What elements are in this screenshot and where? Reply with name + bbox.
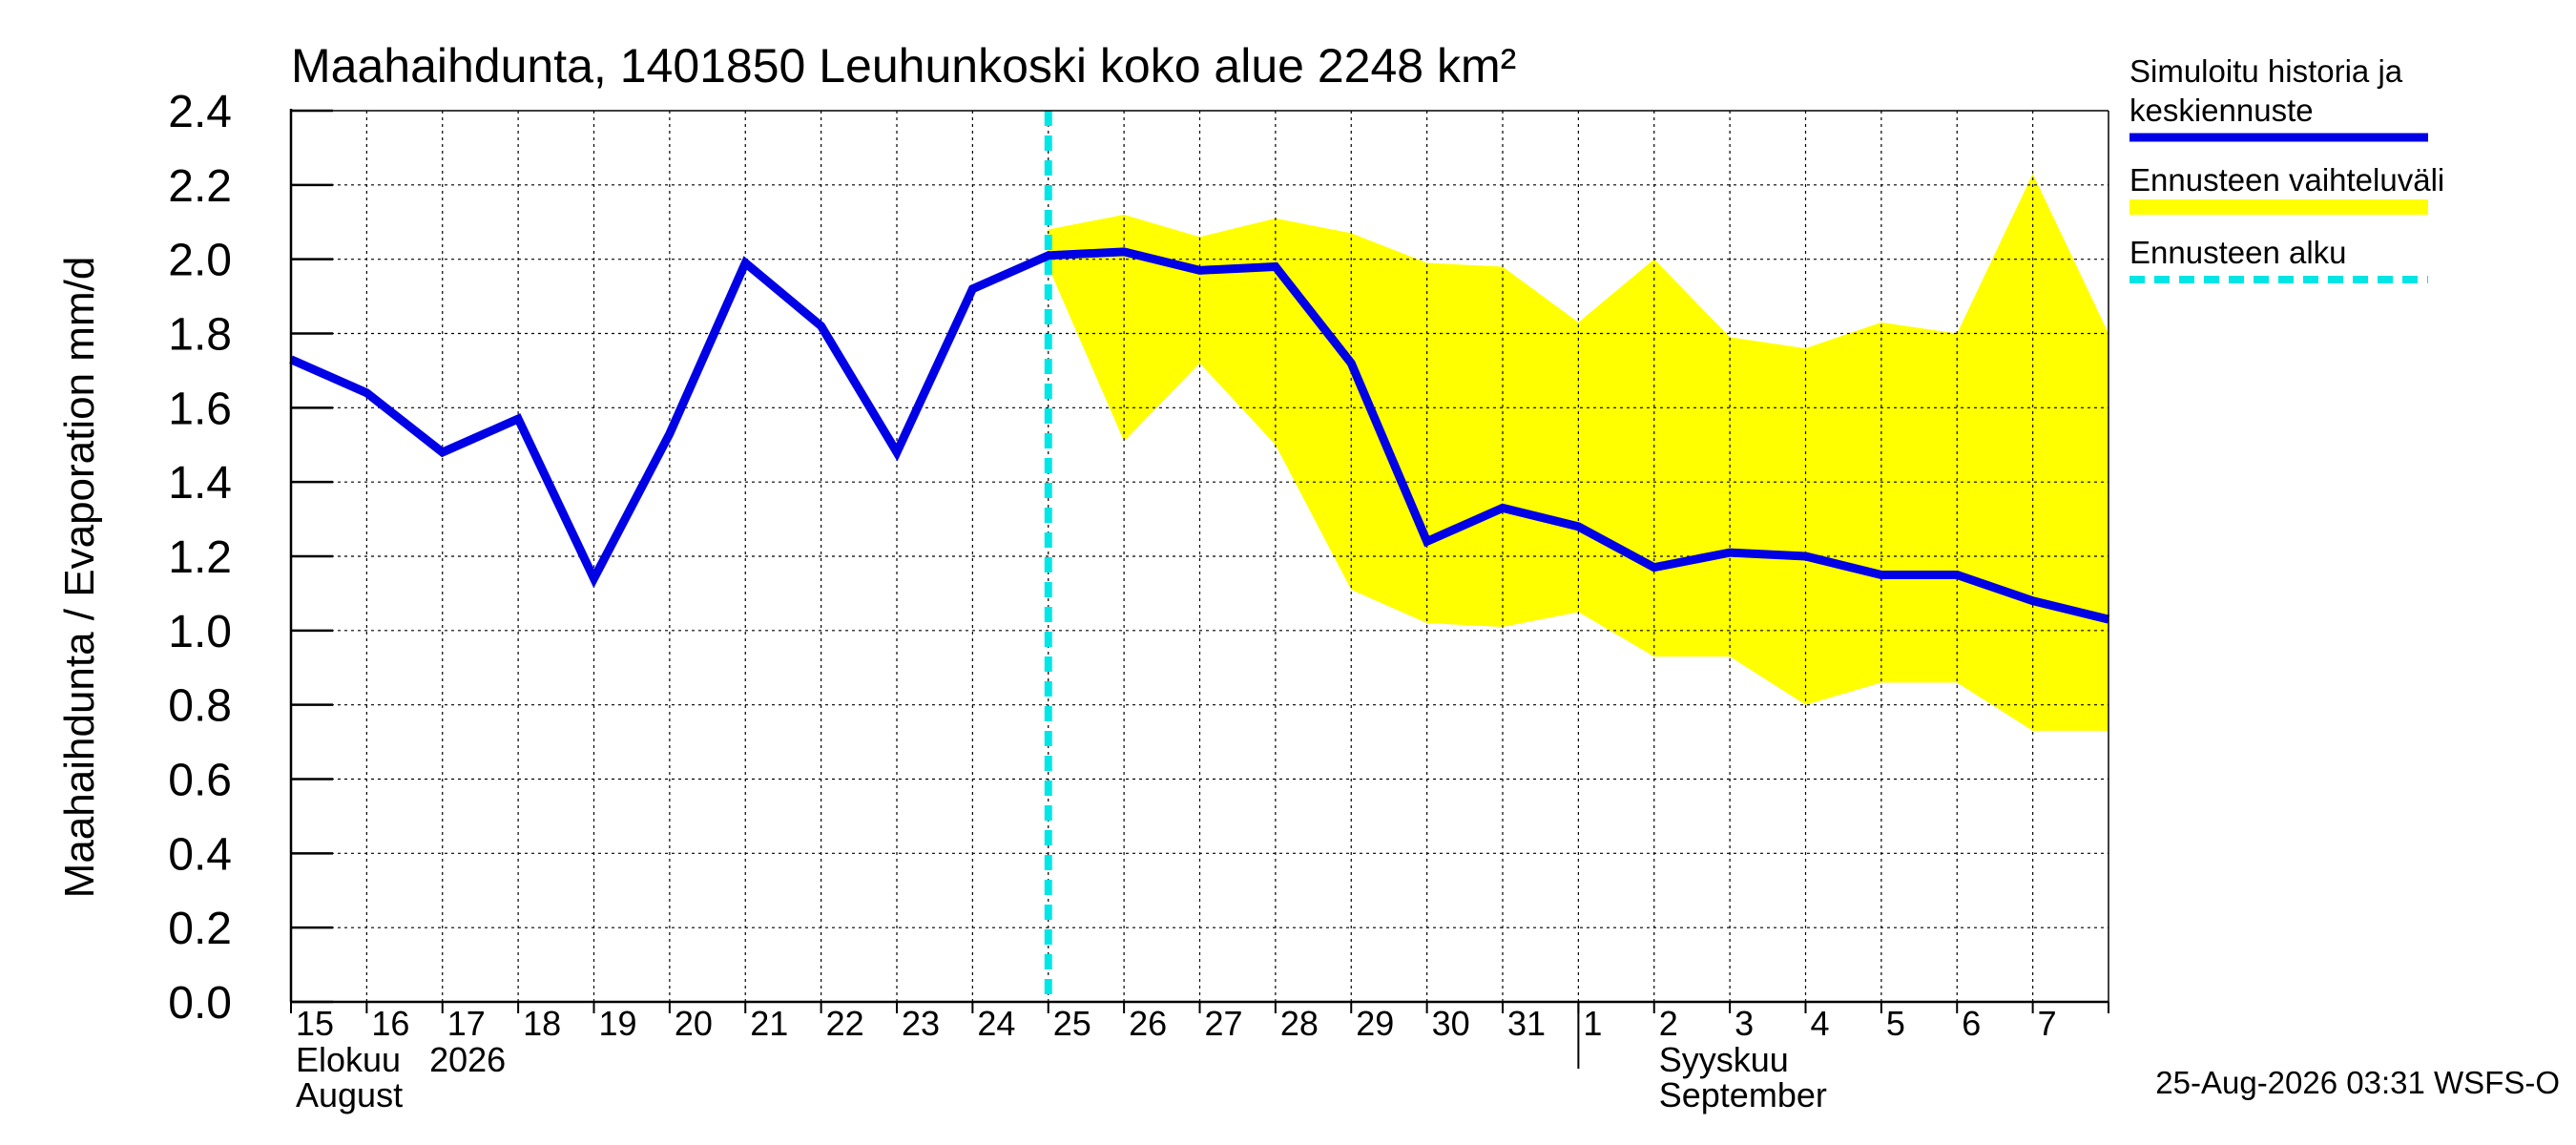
legend-label-range: Ennusteen vaihteluväli <box>2129 162 2444 198</box>
legend-label-line-2: keskiennuste <box>2129 93 2314 128</box>
month-label-english: August <box>296 1075 403 1114</box>
month-label-english: September <box>1659 1075 1827 1114</box>
x-tick-label: 19 <box>599 1004 637 1043</box>
x-tick-label: 5 <box>1886 1004 1905 1043</box>
month-label: Syyskuu <box>1659 1040 1789 1079</box>
legend-label-line-1: Simuloitu historia ja <box>2129 53 2403 89</box>
y-tick-label: 2.4 <box>168 87 232 137</box>
x-tick-label: 28 <box>1280 1004 1319 1043</box>
y-tick-label: 0.4 <box>168 829 232 880</box>
x-tick-label: 2 <box>1659 1004 1678 1043</box>
x-tick-label: 21 <box>750 1004 788 1043</box>
legend-label-forecast-start: Ennusteen alku <box>2129 235 2347 270</box>
x-tick-label: 30 <box>1432 1004 1470 1043</box>
x-tick-label: 31 <box>1507 1004 1546 1043</box>
y-tick-label: 1.8 <box>168 310 232 361</box>
x-tick-label: 23 <box>902 1004 940 1043</box>
legend: Simuloitu historia ja keskiennuste Ennus… <box>2129 53 2444 283</box>
x-tick-label: 26 <box>1129 1004 1167 1043</box>
x-tick-label: 29 <box>1356 1004 1394 1043</box>
x-tick-label: 20 <box>675 1004 713 1043</box>
y-tick-label: 1.0 <box>168 607 232 657</box>
x-tick-label: 27 <box>1205 1004 1243 1043</box>
y-axis-label: Maahaihdunta / Evaporation mm/d <box>56 257 103 899</box>
x-tick-label: 4 <box>1811 1004 1830 1043</box>
y-tick-label: 1.2 <box>168 532 232 583</box>
footer-timestamp: 25-Aug-2026 03:31 WSFS-O <box>2155 1065 2560 1100</box>
x-tick-label: 7 <box>2038 1004 2057 1043</box>
chart-title: Maahaihdunta, 1401850 Leuhunkoski koko a… <box>291 39 1516 93</box>
series-line-layer <box>289 111 2110 1002</box>
x-tick-label: 16 <box>371 1004 409 1043</box>
x-tick-label: 17 <box>447 1004 486 1043</box>
y-tick-label: 1.4 <box>168 458 232 509</box>
x-tick-label: 24 <box>977 1004 1015 1043</box>
y-tick-label: 0.2 <box>168 904 232 954</box>
y-tick-label: 2.0 <box>168 236 232 286</box>
x-tick-label: 6 <box>1962 1004 1981 1043</box>
series-line-mean <box>289 247 2110 624</box>
x-tick-label: 1 <box>1583 1004 1602 1043</box>
y-tick-label: 0.8 <box>168 681 232 732</box>
axis-layer: 0.0 0.2 0.4 0.6 0.8 1.0 1.2 1.4 1.6 1.8 2.0 2.2 2.4 1… <box>168 87 2109 1114</box>
x-tick-label: 15 <box>296 1004 334 1043</box>
x-tick-label: 18 <box>523 1004 561 1043</box>
y-tick-label: 2.2 <box>168 161 232 212</box>
month-label: Elokuu 2026 <box>296 1040 506 1079</box>
x-tick-label: 3 <box>1735 1004 1754 1043</box>
x-tick-label: 25 <box>1053 1004 1091 1043</box>
x-tick-label: 22 <box>826 1004 864 1043</box>
y-tick-label: 0.6 <box>168 756 232 806</box>
y-tick-label: 0.0 <box>168 978 232 1029</box>
y-tick-label: 1.6 <box>168 384 232 434</box>
